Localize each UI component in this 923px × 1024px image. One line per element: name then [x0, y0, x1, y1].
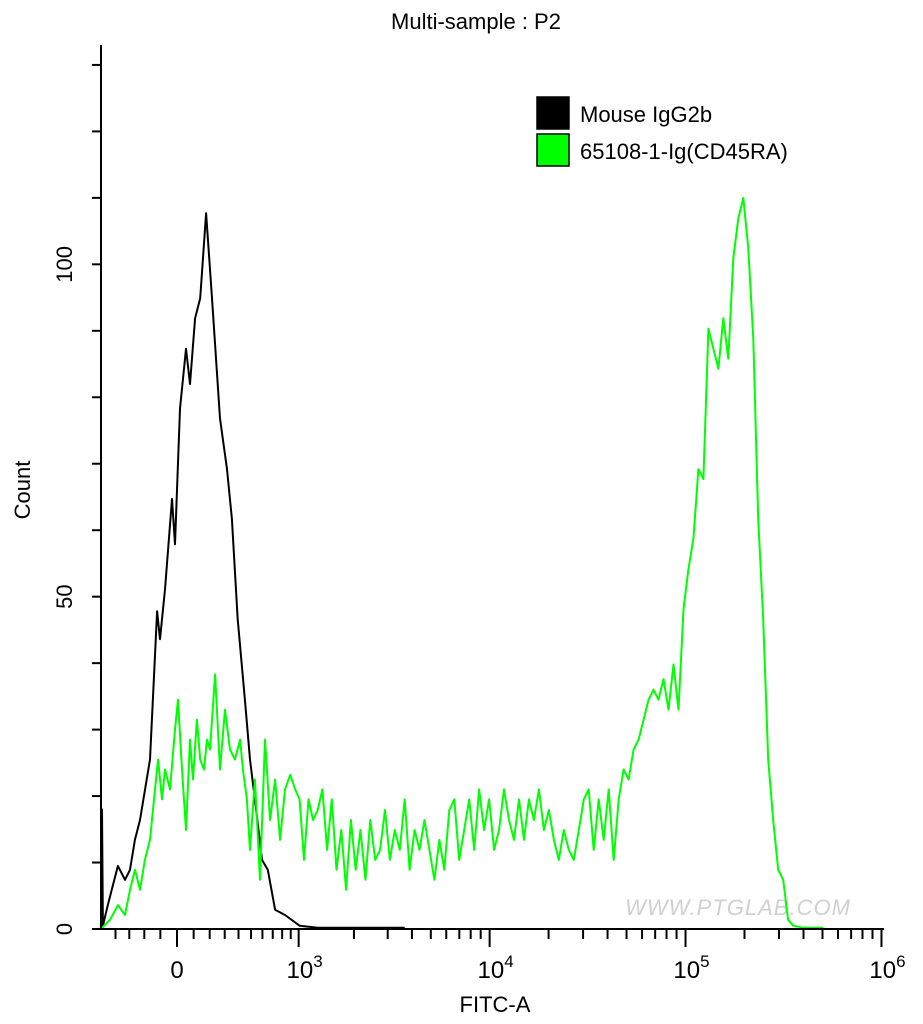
y-tick-label: 0	[52, 923, 77, 935]
x-tick-label: 105	[673, 952, 709, 984]
legend-swatch	[536, 133, 570, 167]
legend: Mouse IgG2b 65108-1-Ig(CD45RA)	[536, 96, 788, 167]
legend-swatch	[536, 96, 570, 130]
series-layer	[99, 196, 823, 930]
legend-label: Mouse IgG2b	[580, 102, 712, 127]
legend-item-mouse-igg2b: Mouse IgG2b	[536, 96, 712, 130]
series-line-0	[99, 212, 405, 930]
x-tick-label: 106	[869, 952, 905, 984]
series-line-1	[100, 196, 823, 930]
y-tick-label: 100	[52, 246, 77, 283]
x-tick-label: 104	[478, 952, 514, 984]
legend-label: 65108-1-Ig(CD45RA)	[580, 139, 788, 164]
x-tick-label: 0	[170, 957, 183, 984]
watermark: WWW.PTGLAB.COM	[625, 895, 851, 920]
y-axis-label: Count	[10, 461, 35, 520]
x-tick-label: 103	[287, 952, 323, 984]
chart-title: Multi-sample : P2	[391, 9, 561, 34]
y-tick-label: 50	[52, 584, 77, 608]
x-axis-label: FITC-A	[460, 992, 531, 1017]
legend-item-cd45ra: 65108-1-Ig(CD45RA)	[536, 133, 788, 167]
axes: 0 50 100 0 103 104 105 106	[52, 45, 906, 984]
